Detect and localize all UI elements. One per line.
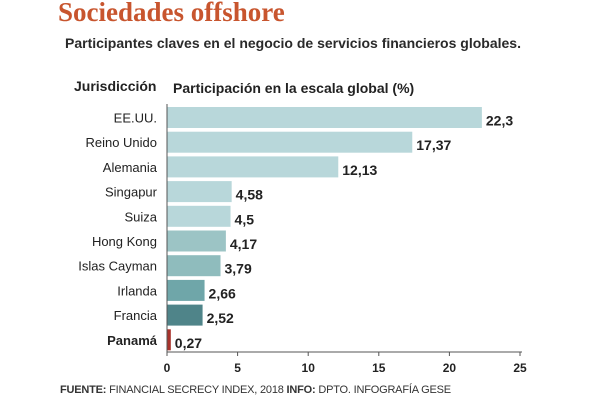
- bar-9: [167, 329, 171, 351]
- category-label: Reino Unido: [85, 135, 157, 150]
- x-tick-label: 20: [443, 361, 457, 375]
- value-label: 0,27: [175, 335, 202, 351]
- footer: FUENTE: FINANCIAL SECRECY INDEX, 2018 IN…: [60, 384, 451, 396]
- bars-group: EE.UU. 22,3 Reino Unido 17,37 Alemania 12,13 S…: [78, 107, 513, 351]
- value-header: Participación en la escala global (%): [173, 80, 414, 96]
- bar-0: [167, 107, 482, 128]
- bar-3: [167, 181, 232, 203]
- category-header: Jurisdicción: [74, 78, 156, 94]
- bar-1: [167, 131, 413, 153]
- x-tick-label: 0: [164, 361, 171, 375]
- category-label: Hong Kong: [92, 234, 157, 249]
- footer-info-label: INFO:: [286, 384, 316, 396]
- value-label: 12,13: [342, 162, 377, 178]
- value-label: 17,37: [416, 137, 451, 153]
- category-label: Panamá: [107, 333, 158, 348]
- footer-fuente-text: FINANCIAL SECRECY INDEX, 2018: [106, 384, 287, 396]
- footer-fuente-label: FUENTE:: [60, 384, 107, 396]
- x-tick-label: 25: [513, 361, 527, 375]
- category-label: Francia: [114, 308, 158, 323]
- value-label: 22,3: [486, 113, 513, 129]
- value-label: 2,52: [207, 310, 234, 326]
- bar-2: [167, 156, 339, 178]
- value-label: 4,5: [235, 211, 255, 227]
- category-label: Irlanda: [117, 283, 158, 298]
- bar-5: [167, 230, 226, 252]
- category-label: EE.UU.: [114, 111, 157, 126]
- x-tick-label: 10: [302, 361, 316, 375]
- bar-6: [167, 255, 221, 277]
- value-label: 4,17: [230, 236, 257, 252]
- chart-subtitle: Participantes claves en el negocio de se…: [65, 35, 521, 51]
- bar-4: [167, 205, 231, 227]
- category-label: Suiza: [124, 209, 157, 224]
- category-label: Singapur: [105, 185, 158, 200]
- value-label: 3,79: [225, 261, 252, 277]
- value-label: 4,58: [236, 187, 263, 203]
- category-label: Alemania: [103, 160, 158, 175]
- bar-7: [167, 279, 205, 301]
- x-axis: 0 5 10 15 20 25: [164, 104, 527, 375]
- x-tick-label: 15: [372, 361, 386, 375]
- value-label: 2,66: [209, 285, 236, 301]
- chart-title: Sociedades offshore: [58, 0, 285, 27]
- category-label: Islas Cayman: [78, 259, 157, 274]
- footer-info-text: DPTO. INFOGRAFÍA GESE: [315, 384, 451, 396]
- x-tick-label: 5: [234, 361, 241, 375]
- bar-8: [167, 304, 203, 326]
